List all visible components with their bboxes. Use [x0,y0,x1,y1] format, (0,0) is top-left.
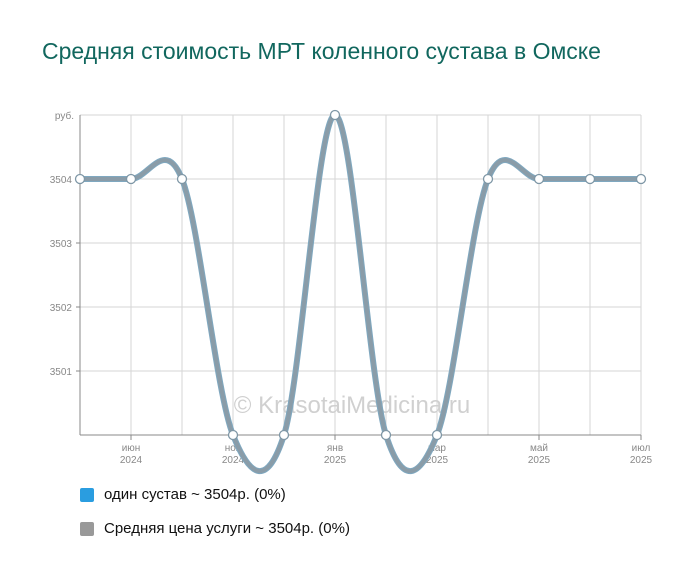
x-tick-year: 2024 [222,455,245,466]
data-point [533,173,545,185]
y-tick-label: 3501 [50,367,73,378]
legend-label: Средняя цена услуги ~ 3504р. (0%) [104,520,350,537]
series-line-average [80,112,641,473]
data-point [380,429,392,441]
data-point [329,109,341,121]
data-point [584,173,596,185]
legend-label: один сустав ~ 3504р. (0%) [104,486,286,503]
watermark: © KrasotaiMedicina.ru [234,392,470,419]
x-tick-month: июн [122,443,141,454]
x-tick-month: янв [327,443,343,454]
data-point [74,173,86,185]
legend-swatch [80,487,94,502]
data-point [635,173,647,185]
data-point [431,429,443,441]
legend-swatch [80,521,94,536]
x-tick-year: 2025 [324,455,347,466]
x-tick-year: 2025 [528,455,551,466]
legend-item-joint[interactable]: один сустав ~ 3504р. (0%) [80,486,286,503]
x-tick-month: май [530,443,548,454]
data-point [278,429,290,441]
x-tick-year: 2025 [426,455,449,466]
data-point [176,173,188,185]
legend-item-average[interactable]: Средняя цена услуги ~ 3504р. (0%) [80,520,350,537]
data-point [227,429,239,441]
x-tick-month: мар [428,443,446,454]
y-axis-unit: руб. [55,110,74,122]
data-point [125,173,137,185]
y-tick-label: 3502 [50,303,73,314]
data-point [482,173,494,185]
x-tick-month: ноя [225,443,242,454]
x-tick-year: 2024 [120,455,143,466]
line-chart: 3501350235033504руб.июн2024ноя2024янв202… [50,109,653,474]
y-tick-label: 3504 [50,175,73,186]
y-tick-label: 3503 [50,239,73,250]
x-tick-month: июл [632,443,651,454]
x-tick-year: 2025 [630,455,653,466]
chart-title: Средняя стоимость МРТ коленного сустава … [42,38,601,64]
